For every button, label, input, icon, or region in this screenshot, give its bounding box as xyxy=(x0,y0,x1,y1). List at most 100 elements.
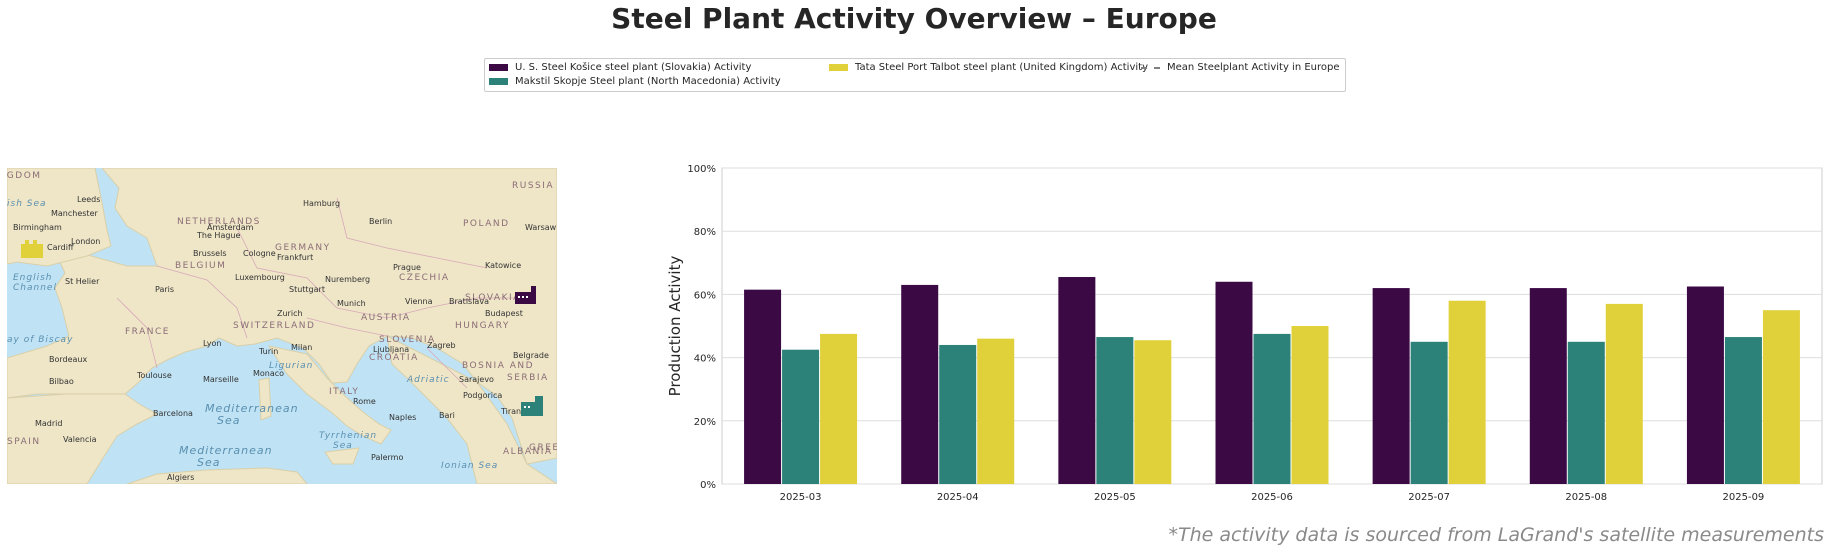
bar xyxy=(1605,303,1643,484)
svg-text:Zagreb: Zagreb xyxy=(427,341,456,350)
svg-text:Cologne: Cologne xyxy=(243,249,276,258)
svg-text:Sea: Sea xyxy=(333,441,353,451)
bar xyxy=(782,349,820,484)
legend-label: Mean Steelplant Activity in Europe xyxy=(1167,62,1340,73)
bar xyxy=(744,289,782,484)
svg-text:Bilbao: Bilbao xyxy=(49,377,74,386)
svg-text:Madrid: Madrid xyxy=(35,419,62,428)
svg-text:Birmingham: Birmingham xyxy=(13,223,62,232)
svg-text:Channel: Channel xyxy=(13,283,57,293)
legend-item-mean: Mean Steelplant Activity in Europe xyxy=(1141,62,1340,73)
svg-text:Bordeaux: Bordeaux xyxy=(49,355,88,364)
svg-text:SLOVENIA: SLOVENIA xyxy=(379,335,436,345)
svg-text:CROATIA: CROATIA xyxy=(369,353,419,363)
map-land-iberia xyxy=(7,393,159,484)
bar xyxy=(1686,286,1724,484)
svg-text:Sarajevo: Sarajevo xyxy=(459,375,494,384)
svg-text:Brussels: Brussels xyxy=(193,249,227,258)
svg-text:Palermo: Palermo xyxy=(371,453,403,462)
svg-text:Rome: Rome xyxy=(353,397,376,406)
map-land-sardinia xyxy=(258,377,272,421)
svg-text:Munich: Munich xyxy=(337,299,366,308)
chart-svg: 0% 20% 40% 60% 80% 100% Production Activity 202… xyxy=(666,164,1823,503)
svg-text:Budapest: Budapest xyxy=(485,309,523,318)
svg-text:SLOVAKIA: SLOVAKIA xyxy=(465,293,521,303)
svg-text:SPAIN: SPAIN xyxy=(7,437,41,447)
svg-text:Podgorica: Podgorica xyxy=(463,391,502,400)
svg-text:Ionian Sea: Ionian Sea xyxy=(441,461,498,471)
bar xyxy=(1134,340,1172,484)
svg-text:London: London xyxy=(71,237,100,246)
svg-text:Nuremberg: Nuremberg xyxy=(325,275,370,284)
svg-text:GERMANY: GERMANY xyxy=(275,243,331,253)
svg-text:Warsaw: Warsaw xyxy=(525,223,557,232)
bar xyxy=(1096,337,1134,484)
x-tick-label: 2025-09 xyxy=(1723,492,1765,500)
y-tick-label: 60% xyxy=(694,290,716,301)
svg-text:Hamburg: Hamburg xyxy=(303,199,340,208)
svg-text:Naples: Naples xyxy=(389,413,416,422)
map-borders xyxy=(116,197,527,389)
svg-text:Belgrade: Belgrade xyxy=(513,351,549,360)
europe-map: KINGDOM NETHERLANDS GERMANY POLAND BELGI… xyxy=(7,168,557,484)
x-tick-label: 2025-03 xyxy=(780,492,822,500)
bar xyxy=(901,284,939,484)
svg-text:Milan: Milan xyxy=(291,343,312,352)
legend-swatch xyxy=(489,64,508,71)
y-tick-label: 20% xyxy=(694,417,716,428)
svg-text:Luxembourg: Luxembourg xyxy=(235,273,285,282)
svg-text:Paris: Paris xyxy=(155,285,174,294)
bar xyxy=(1215,281,1253,484)
svg-text:NETHERLANDS: NETHERLANDS xyxy=(177,217,261,227)
y-tick-label: 100% xyxy=(687,164,716,175)
svg-text:English: English xyxy=(13,273,53,283)
svg-text:Bratislava: Bratislava xyxy=(449,297,489,306)
svg-text:Sea: Sea xyxy=(217,414,241,427)
svg-text:Monaco: Monaco xyxy=(253,369,284,378)
svg-text:Toulouse: Toulouse xyxy=(136,371,172,380)
bar xyxy=(1410,341,1448,484)
svg-text:BELGIUM: BELGIUM xyxy=(175,261,226,271)
factory-icon xyxy=(21,240,43,258)
bar xyxy=(1291,326,1329,484)
factory-icon xyxy=(521,396,543,416)
svg-text:Algiers: Algiers xyxy=(167,473,194,482)
legend-label: Tata Steel Port Talbot steel plant (Unit… xyxy=(855,62,1148,73)
svg-text:KINGDOM: KINGDOM xyxy=(7,171,42,181)
svg-text:Vienna: Vienna xyxy=(405,297,433,306)
map-land-italy xyxy=(267,345,392,445)
legend-dash xyxy=(1141,66,1160,69)
bar xyxy=(1448,300,1486,484)
svg-text:AUSTRIA: AUSTRIA xyxy=(361,313,411,323)
legend-item-port-talbot: Tata Steel Port Talbot steel plant (Unit… xyxy=(829,62,1148,73)
x-tick-label: 2025-04 xyxy=(937,492,979,500)
svg-text:Barcelona: Barcelona xyxy=(153,409,193,418)
svg-text:SERBIA: SERBIA xyxy=(507,373,549,383)
map-land-sicily xyxy=(324,447,360,465)
bar xyxy=(1724,337,1762,484)
bar xyxy=(820,333,858,484)
y-tick-label: 40% xyxy=(694,354,716,365)
svg-text:HUNGARY: HUNGARY xyxy=(455,321,510,331)
svg-text:Tyrrhenian: Tyrrhenian xyxy=(319,431,377,441)
legend-item-skopje: Makstil Skopje Steel plant (North Macedo… xyxy=(489,76,781,87)
svg-text:Adriatic: Adriatic xyxy=(406,375,450,385)
svg-text:Valencia: Valencia xyxy=(63,435,97,444)
svg-text:Bari: Bari xyxy=(439,411,455,420)
svg-text:CZECHIA: CZECHIA xyxy=(399,273,450,283)
svg-text:Prague: Prague xyxy=(393,263,421,272)
legend-swatch xyxy=(829,64,848,71)
bar xyxy=(977,338,1015,484)
chart-legend: U. S. Steel Košice steel plant (Slovakia… xyxy=(484,58,1346,92)
x-tick-label: 2025-08 xyxy=(1565,492,1607,500)
svg-text:Cardiff: Cardiff xyxy=(47,243,74,252)
svg-text:Amsterdam: Amsterdam xyxy=(207,223,254,232)
bar xyxy=(1529,288,1567,484)
factory-icon xyxy=(515,286,536,304)
svg-text:Ligurian: Ligurian xyxy=(269,361,313,371)
svg-text:ITALY: ITALY xyxy=(329,387,359,397)
y-axis-label: Production Activity xyxy=(666,256,684,397)
x-tick-label: 2025-05 xyxy=(1094,492,1136,500)
svg-text:Mediterranean: Mediterranean xyxy=(179,444,273,457)
legend-swatch xyxy=(489,78,508,85)
